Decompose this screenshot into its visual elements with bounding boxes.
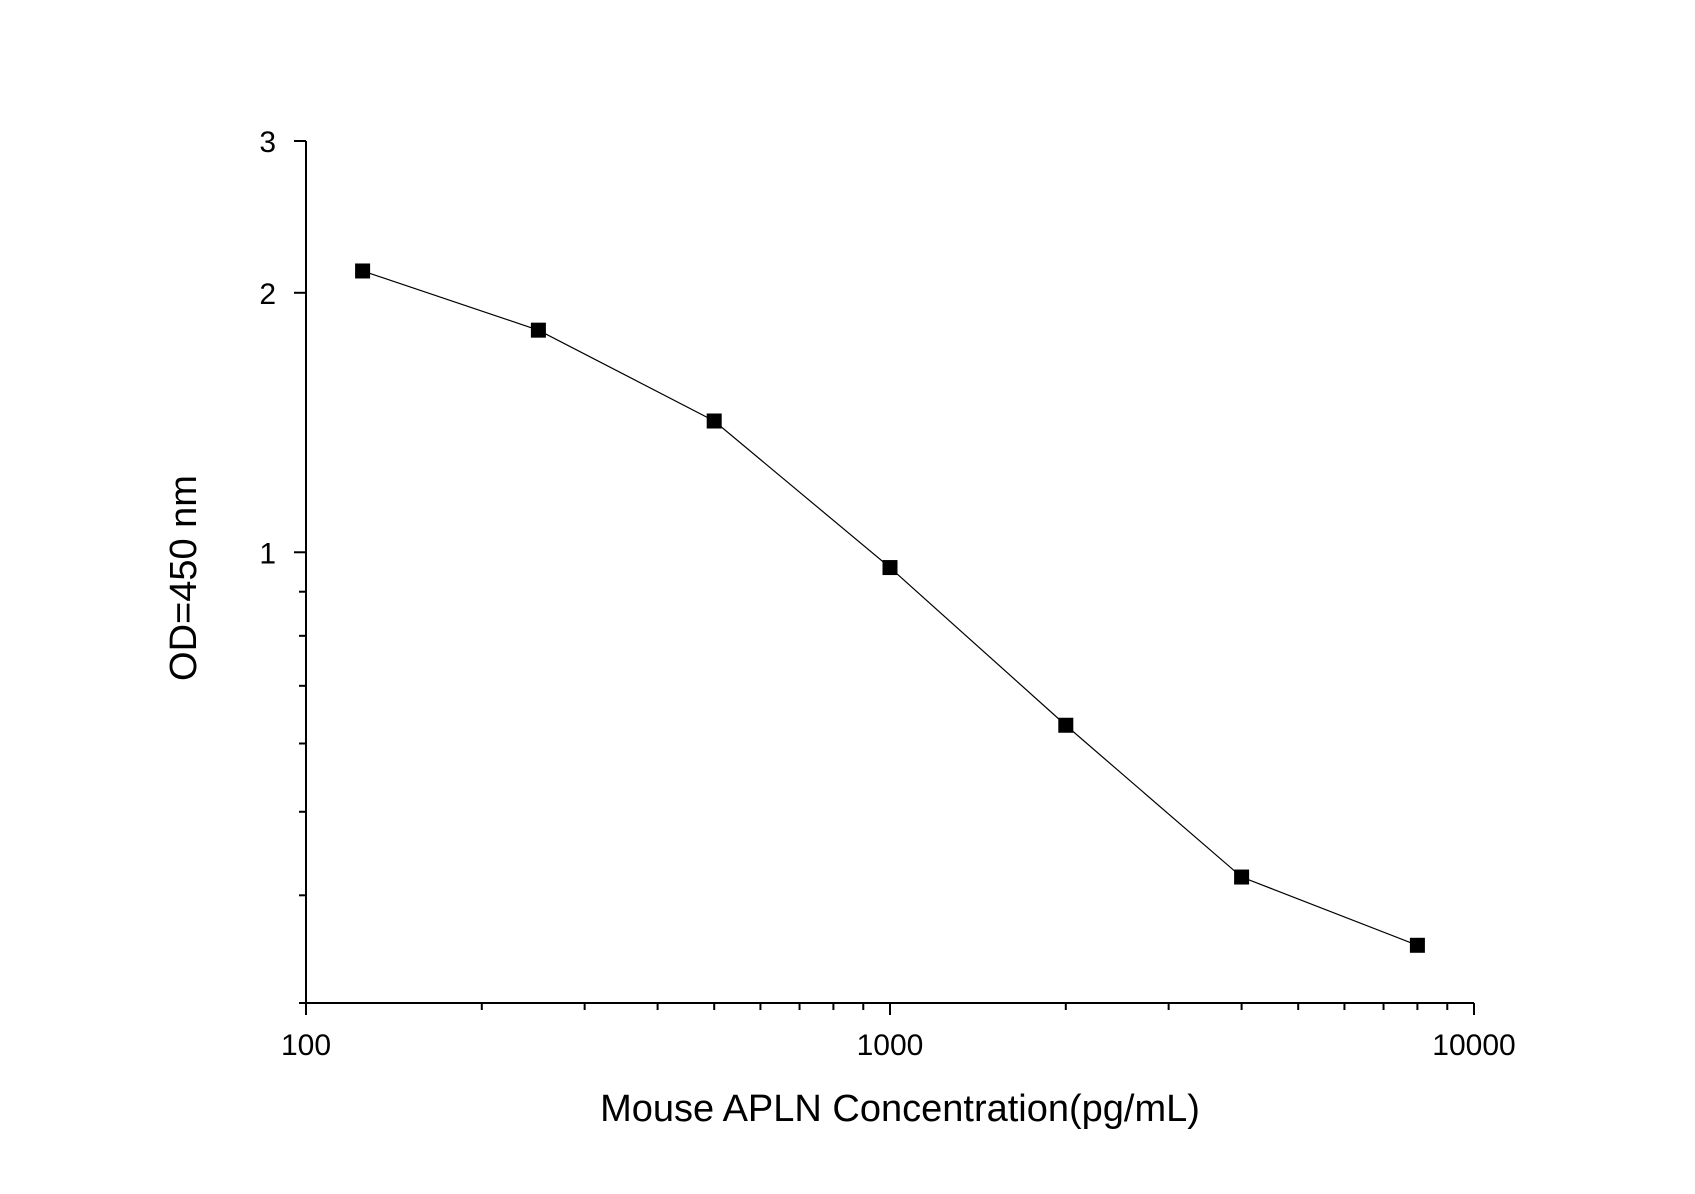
data-point-marker [706,413,722,429]
data-point-marker [355,263,371,279]
x-tick-label: 1000 [857,1029,924,1062]
x-tick-label: 100 [281,1029,331,1062]
y-tick-label: 1 [259,537,276,570]
data-point-marker [1409,937,1425,953]
data-point-marker [1234,869,1250,885]
data-point-marker [882,560,898,576]
data-point-marker [530,322,546,338]
y-tick-label: 2 [259,278,276,311]
y-tick-label: 3 [259,126,276,159]
series-line [362,270,1418,946]
data-point-marker [1058,717,1074,733]
x-axis-title: Mouse APLN Concentration(pg/mL) [600,1088,1200,1130]
axes: 100 1000 10000 1 2 3 [259,126,1515,1062]
y-axis-title: OD=450 nm [163,475,205,681]
x-tick-label: 10000 [1432,1029,1515,1062]
series-layer [355,263,1425,953]
